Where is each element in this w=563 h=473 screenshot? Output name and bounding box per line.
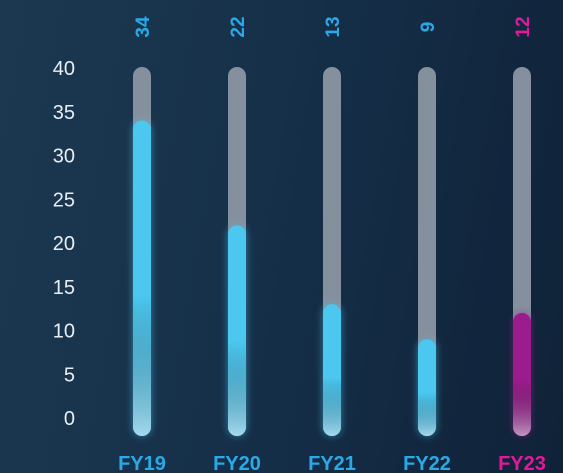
- bar-fade: [228, 225, 246, 436]
- y-axis: 0 5 10 15 20 25 30 35 40: [53, 58, 75, 430]
- bar-fade: [418, 339, 436, 436]
- x-axis: FY19 FY20 FY21 FY22 FY23: [118, 453, 546, 473]
- y-tick-label: 35: [53, 102, 75, 124]
- category-label: FY23: [498, 453, 546, 473]
- value-label: 34: [133, 16, 154, 38]
- value-label: 22: [228, 16, 249, 37]
- bar-fade: [513, 313, 531, 436]
- y-tick-label: 10: [53, 321, 75, 343]
- value-label: 13: [323, 16, 344, 37]
- bar-fade: [133, 120, 151, 436]
- value-label: 12: [513, 16, 534, 37]
- y-tick-label: 0: [64, 408, 75, 430]
- value-labels: 34 22 13 9 12: [133, 16, 534, 38]
- category-label: FY19: [118, 453, 166, 473]
- bars: [133, 67, 531, 436]
- y-tick-label: 5: [64, 364, 75, 386]
- value-label: 9: [418, 22, 439, 33]
- y-tick-label: 40: [53, 58, 75, 80]
- bar-fade: [323, 304, 341, 436]
- y-tick-label: 20: [53, 233, 75, 255]
- category-label: FY22: [403, 453, 451, 473]
- category-label: FY21: [308, 453, 356, 473]
- y-tick-label: 15: [53, 277, 75, 299]
- y-tick-label: 30: [53, 146, 75, 168]
- category-label: FY20: [213, 453, 261, 473]
- y-tick-label: 25: [53, 189, 75, 211]
